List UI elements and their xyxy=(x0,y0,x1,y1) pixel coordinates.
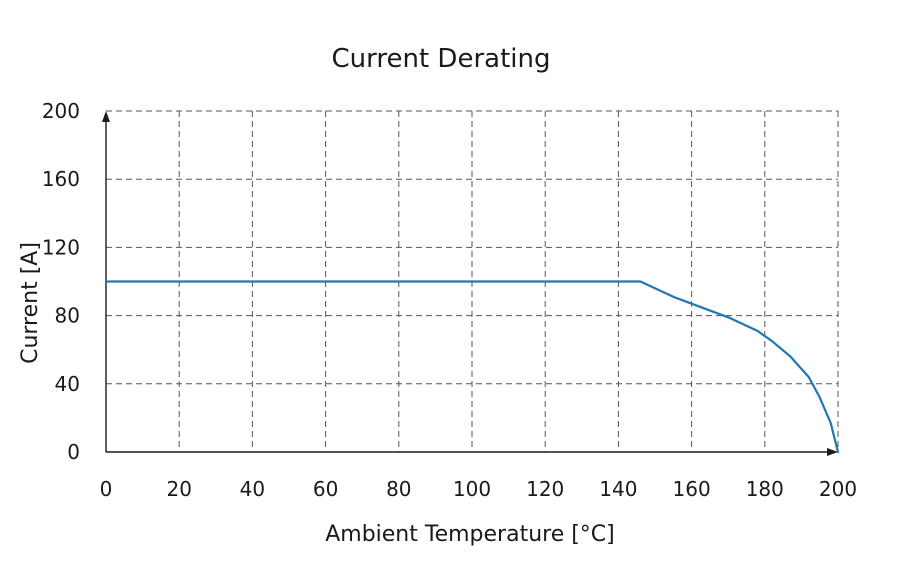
x-tick-label-1: 20 xyxy=(166,477,191,501)
x-tick-label-4: 80 xyxy=(386,477,411,501)
y-tick-label-4: 160 xyxy=(42,167,80,191)
y-axis-label: Current [A] xyxy=(18,242,43,364)
x-tick-label-8: 160 xyxy=(673,477,711,501)
x-tick-label-10: 200 xyxy=(819,477,857,501)
x-tick-label-6: 120 xyxy=(526,477,564,501)
y-tick-label-5: 200 xyxy=(42,99,80,123)
x-tick-label-0: 0 xyxy=(100,477,113,501)
y-tick-label-3: 120 xyxy=(42,235,80,259)
x-tick-label-2: 40 xyxy=(240,477,265,501)
y-tick-labels: 0 40 80 120 160 200 xyxy=(42,99,80,464)
x-tick-label-9: 180 xyxy=(746,477,784,501)
series-layer xyxy=(104,280,840,454)
chart-title: Current Derating xyxy=(332,44,551,74)
y-tick-label-1: 40 xyxy=(55,372,80,396)
series-line-0 xyxy=(104,280,840,454)
y-axis-arrowhead xyxy=(102,111,110,122)
x-tick-label-7: 140 xyxy=(599,477,637,501)
x-axis-arrowhead xyxy=(827,448,838,456)
y-tick-label-2: 80 xyxy=(55,304,80,328)
x-tick-label-3: 60 xyxy=(313,477,338,501)
y-tick-label-0: 0 xyxy=(67,440,80,464)
x-tick-labels: 0 20 40 60 80 100 120 140 160 180 200 xyxy=(100,477,857,501)
x-tick-label-5: 100 xyxy=(453,477,491,501)
axes xyxy=(102,111,838,456)
x-axis-label: Ambient Temperature [°C] xyxy=(325,522,615,547)
